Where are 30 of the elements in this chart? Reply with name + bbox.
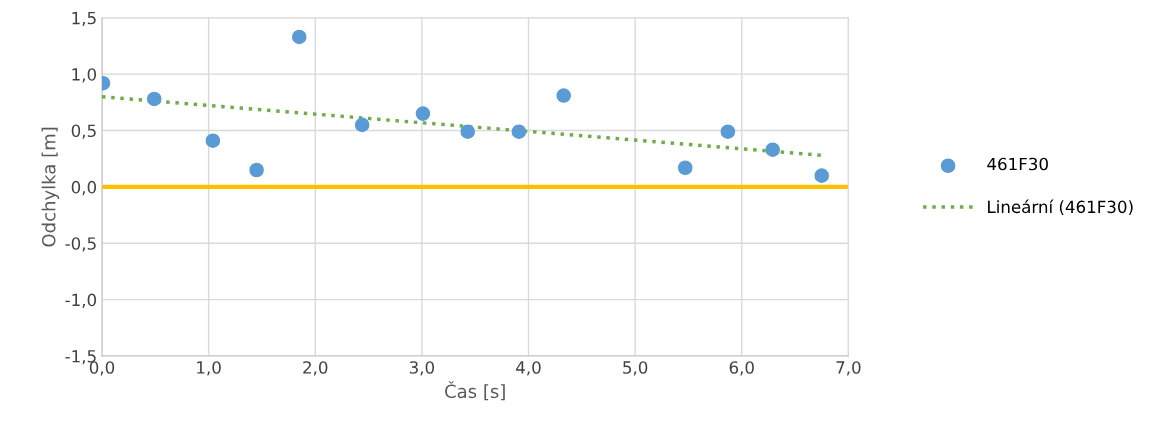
point [354, 117, 370, 133]
legend-label: 461F30 [987, 157, 1048, 171]
y-tick-label: 0,5 [71, 124, 96, 139]
x-tick-label: 2,0 [303, 361, 328, 376]
y-tick-label: -0,5 [65, 237, 96, 252]
point [205, 133, 221, 148]
legend-label: Lineární (461F30) [988, 199, 1133, 216]
y-axis-title: Odchylka [m] [41, 127, 60, 247]
point [720, 124, 736, 139]
point [765, 142, 780, 157]
point [415, 106, 431, 121]
point [146, 91, 162, 107]
x-tick-label: 1,0 [197, 361, 221, 376]
y-tick-label: 0,0 [71, 180, 97, 196]
point [291, 29, 307, 45]
point [556, 88, 571, 103]
y-tick-label: 1,5 [72, 11, 96, 27]
point [511, 124, 527, 139]
x-axis-title: Čas [s] [445, 381, 505, 401]
x-tick-label: 6,0 [729, 361, 754, 376]
y-tick-label: 1,0 [72, 68, 97, 83]
point [814, 168, 830, 183]
x-tick-label: 3,0 [409, 361, 435, 376]
point [677, 160, 693, 176]
point [249, 162, 264, 178]
point [460, 124, 476, 139]
x-tick-label: 5,0 [623, 361, 648, 376]
x-tick-label: 7,0 [836, 361, 861, 376]
y-tick-label: -1,0 [65, 293, 97, 308]
x-tick-label: 4,0 [516, 361, 541, 376]
